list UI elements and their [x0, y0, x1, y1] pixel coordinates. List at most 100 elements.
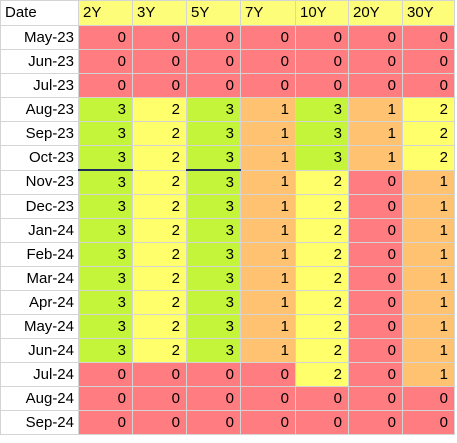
date-cell[interactable]: Nov-23 — [0, 169, 79, 195]
value-cell-10y[interactable]: 0 — [295, 386, 349, 411]
value-cell-2y[interactable]: 3 — [78, 121, 133, 146]
date-cell[interactable]: Dec-23 — [0, 194, 79, 219]
value-cell-5y[interactable]: 0 — [186, 386, 241, 411]
value-cell-10y[interactable]: 2 — [295, 266, 349, 291]
value-cell-7y[interactable]: 1 — [240, 218, 296, 243]
value-cell-20y[interactable]: 0 — [348, 242, 403, 267]
date-cell[interactable]: Sep-24 — [0, 410, 79, 435]
value-cell-10y[interactable]: 2 — [295, 338, 349, 363]
header-cell-3y[interactable]: 3Y — [132, 0, 187, 26]
value-cell-5y[interactable]: 0 — [186, 73, 241, 98]
date-cell[interactable]: Oct-23 — [0, 145, 79, 171]
value-cell-10y[interactable]: 0 — [295, 73, 349, 98]
value-cell-5y[interactable]: 3 — [186, 169, 241, 195]
value-cell-20y[interactable]: 0 — [348, 73, 403, 98]
value-cell-3y[interactable]: 2 — [132, 290, 187, 315]
value-cell-10y[interactable]: 3 — [295, 145, 349, 171]
value-cell-3y[interactable]: 2 — [132, 145, 187, 171]
value-cell-2y[interactable]: 3 — [78, 97, 133, 122]
value-cell-30y[interactable]: 0 — [402, 49, 455, 74]
value-cell-7y[interactable]: 1 — [240, 169, 296, 195]
header-cell-5y[interactable]: 5Y — [186, 0, 241, 26]
value-cell-5y[interactable]: 3 — [186, 145, 241, 171]
value-cell-3y[interactable]: 2 — [132, 242, 187, 267]
value-cell-7y[interactable]: 1 — [240, 145, 296, 171]
value-cell-3y[interactable]: 2 — [132, 314, 187, 339]
value-cell-30y[interactable]: 0 — [402, 410, 455, 435]
value-cell-30y[interactable]: 2 — [402, 145, 455, 171]
date-cell[interactable]: Apr-24 — [0, 290, 79, 315]
value-cell-30y[interactable]: 1 — [402, 169, 455, 195]
value-cell-5y[interactable]: 0 — [186, 25, 241, 50]
value-cell-2y[interactable]: 3 — [78, 266, 133, 291]
value-cell-7y[interactable]: 0 — [240, 25, 296, 50]
date-cell[interactable]: May-24 — [0, 314, 79, 339]
date-cell[interactable]: Sep-23 — [0, 121, 79, 146]
date-cell[interactable]: Aug-24 — [0, 386, 79, 411]
value-cell-30y[interactable]: 2 — [402, 97, 455, 122]
value-cell-7y[interactable]: 1 — [240, 121, 296, 146]
date-cell[interactable]: Jul-23 — [0, 73, 79, 98]
value-cell-30y[interactable]: 0 — [402, 25, 455, 50]
value-cell-2y[interactable]: 3 — [78, 145, 133, 171]
value-cell-10y[interactable]: 0 — [295, 25, 349, 50]
value-cell-5y[interactable]: 3 — [186, 218, 241, 243]
value-cell-3y[interactable]: 2 — [132, 266, 187, 291]
value-cell-20y[interactable]: 0 — [348, 338, 403, 363]
value-cell-7y[interactable]: 0 — [240, 73, 296, 98]
value-cell-2y[interactable]: 0 — [78, 49, 133, 74]
value-cell-10y[interactable]: 0 — [295, 49, 349, 74]
value-cell-30y[interactable]: 1 — [402, 290, 455, 315]
value-cell-30y[interactable]: 0 — [402, 386, 455, 411]
value-cell-3y[interactable]: 0 — [132, 386, 187, 411]
value-cell-7y[interactable]: 1 — [240, 97, 296, 122]
value-cell-3y[interactable]: 2 — [132, 121, 187, 146]
value-cell-30y[interactable]: 1 — [402, 338, 455, 363]
value-cell-7y[interactable]: 0 — [240, 362, 296, 387]
value-cell-20y[interactable]: 0 — [348, 290, 403, 315]
value-cell-10y[interactable]: 2 — [295, 314, 349, 339]
value-cell-5y[interactable]: 3 — [186, 314, 241, 339]
value-cell-2y[interactable]: 0 — [78, 73, 133, 98]
value-cell-5y[interactable]: 3 — [186, 242, 241, 267]
header-cell-20y[interactable]: 20Y — [348, 0, 403, 26]
value-cell-3y[interactable]: 2 — [132, 97, 187, 122]
value-cell-7y[interactable]: 0 — [240, 49, 296, 74]
value-cell-20y[interactable]: 0 — [348, 218, 403, 243]
value-cell-10y[interactable]: 3 — [295, 121, 349, 146]
value-cell-5y[interactable]: 0 — [186, 410, 241, 435]
header-cell-7y[interactable]: 7Y — [240, 0, 296, 26]
value-cell-3y[interactable]: 2 — [132, 338, 187, 363]
value-cell-20y[interactable]: 0 — [348, 194, 403, 219]
value-cell-7y[interactable]: 1 — [240, 194, 296, 219]
value-cell-3y[interactable]: 0 — [132, 25, 187, 50]
value-cell-3y[interactable]: 0 — [132, 73, 187, 98]
value-cell-5y[interactable]: 3 — [186, 266, 241, 291]
value-cell-3y[interactable]: 2 — [132, 218, 187, 243]
value-cell-3y[interactable]: 0 — [132, 362, 187, 387]
value-cell-30y[interactable]: 1 — [402, 266, 455, 291]
value-cell-3y[interactable]: 2 — [132, 194, 187, 219]
value-cell-20y[interactable]: 1 — [348, 121, 403, 146]
date-cell[interactable]: Feb-24 — [0, 242, 79, 267]
value-cell-10y[interactable]: 2 — [295, 290, 349, 315]
value-cell-2y[interactable]: 3 — [78, 194, 133, 219]
value-cell-5y[interactable]: 0 — [186, 49, 241, 74]
header-cell-date[interactable]: Date — [0, 0, 79, 26]
value-cell-5y[interactable]: 3 — [186, 97, 241, 122]
value-cell-2y[interactable]: 3 — [78, 290, 133, 315]
value-cell-30y[interactable]: 1 — [402, 362, 455, 387]
value-cell-10y[interactable]: 3 — [295, 97, 349, 122]
header-cell-2y[interactable]: 2Y — [78, 0, 133, 26]
value-cell-5y[interactable]: 3 — [186, 194, 241, 219]
value-cell-2y[interactable]: 0 — [78, 386, 133, 411]
value-cell-20y[interactable]: 0 — [348, 362, 403, 387]
value-cell-2y[interactable]: 0 — [78, 25, 133, 50]
date-cell[interactable]: Jul-24 — [0, 362, 79, 387]
value-cell-10y[interactable]: 2 — [295, 169, 349, 195]
value-cell-20y[interactable]: 0 — [348, 386, 403, 411]
value-cell-20y[interactable]: 1 — [348, 145, 403, 171]
value-cell-30y[interactable]: 1 — [402, 242, 455, 267]
value-cell-30y[interactable]: 1 — [402, 218, 455, 243]
value-cell-20y[interactable]: 0 — [348, 49, 403, 74]
